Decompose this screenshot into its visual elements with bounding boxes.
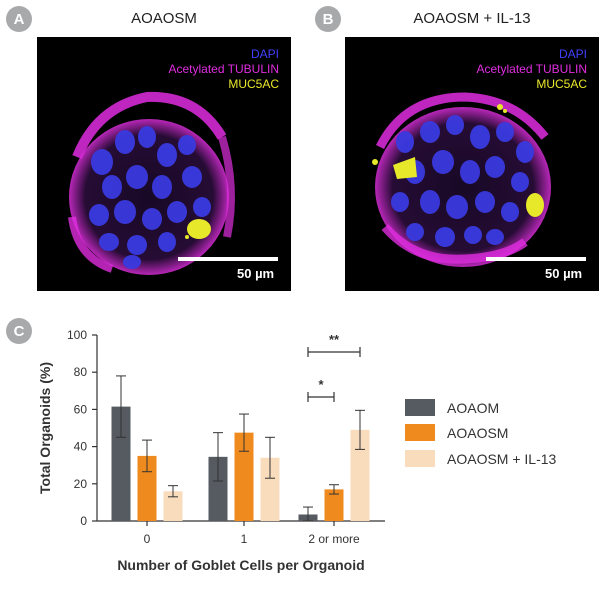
bar-aoaom: [111, 406, 131, 521]
micrograph-b: DAPI Acetylated TUBULIN MUC5AC 50 µm: [345, 37, 599, 291]
legend-item-aoaosm-il13: AOAOSM + IL-13: [405, 450, 556, 467]
y-tick-label: 40: [74, 440, 88, 454]
panel-c-badge: C: [6, 318, 32, 344]
y-tick-label: 100: [67, 328, 87, 342]
legend-item-aoaom: AOAOM: [405, 399, 499, 416]
bar-aoaosm-il-13: [260, 457, 280, 521]
x-tick-label: 2 or more: [308, 532, 360, 546]
legend-item-aoaosm: AOAOSM: [405, 424, 508, 441]
legend-swatch-aoaosm: [405, 424, 435, 441]
micrograph-a-stain-dapi: DAPI: [250, 47, 279, 61]
bar-aoaosm: [324, 489, 344, 521]
bar-aoaosm-il-13: [350, 429, 370, 521]
legend-label-aoaosm: AOAOSM: [447, 424, 509, 441]
x-tick-label: 1: [241, 532, 248, 546]
y-tick-label: 80: [74, 365, 88, 379]
panel-b-title: AOAOSM + IL-13: [413, 10, 531, 27]
y-tick-label: 0: [80, 514, 87, 528]
scale-bar-a: [178, 257, 278, 261]
micrograph-a: DAPI Acetylated TUBULIN MUC5AC 50 µm: [37, 37, 291, 291]
x-axis-label: Number of Goblet Cells per Organoid: [117, 557, 364, 573]
significance-label: *: [318, 377, 324, 392]
micrograph-b-stain-muc5ac: MUC5AC: [536, 77, 587, 91]
panel-a-badge: A: [6, 6, 32, 32]
micrograph-a-image: [68, 91, 235, 275]
bar-aoaosm: [234, 432, 254, 521]
micrograph-a-stain-tubulin: Acetylated TUBULIN: [168, 62, 280, 76]
scale-bar-a-label: 50 µm: [237, 266, 275, 281]
significance-label: **: [329, 332, 340, 347]
legend-label-aoaom: AOAOM: [447, 399, 500, 416]
y-tick-label: 20: [74, 477, 88, 491]
legend-label-aoaosm-il13: AOAOSM + IL-13: [447, 450, 557, 467]
micrograph-b-image: [372, 92, 551, 267]
legend-swatch-aoaom: [405, 399, 435, 416]
x-tick-label: 0: [144, 532, 151, 546]
scale-bar-b: [486, 257, 586, 261]
panel-a-title: AOAOSM: [131, 10, 197, 27]
micrograph-b-stain-dapi: DAPI: [558, 47, 587, 61]
legend-swatch-aoaosm-il13: [405, 450, 435, 467]
panel-b-badge: B: [315, 6, 341, 32]
y-axis-label: Total Organoids (%): [37, 362, 53, 494]
micrograph-b-stain-tubulin: Acetylated TUBULIN: [476, 62, 588, 76]
y-tick-label: 60: [74, 402, 88, 416]
scale-bar-b-label: 50 µm: [545, 266, 583, 281]
micrograph-a-stain-muc5ac: MUC5AC: [228, 77, 279, 91]
bar-aoaom: [208, 456, 228, 521]
bar-aoaosm-il-13: [163, 491, 183, 521]
